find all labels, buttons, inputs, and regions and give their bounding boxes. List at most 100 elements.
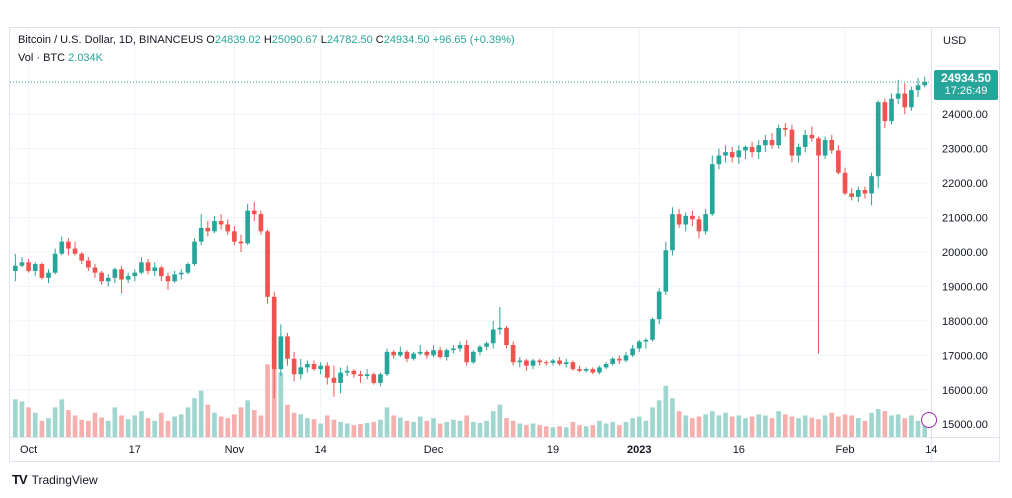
volume-bar — [782, 414, 788, 437]
volume-bar — [736, 415, 742, 437]
currency-label[interactable]: USD — [943, 35, 967, 47]
volume-bar — [397, 417, 403, 437]
volume-bar — [298, 414, 304, 437]
volume-bar — [470, 421, 476, 437]
candle-body — [86, 260, 91, 268]
volume-bar — [205, 404, 211, 437]
time-axis-label: Nov — [225, 444, 245, 456]
candle-body — [763, 140, 768, 146]
volume-bar — [756, 414, 762, 437]
high-label: H — [263, 34, 272, 46]
candle-body — [683, 215, 689, 225]
volume-bar — [437, 423, 443, 437]
symbol-name[interactable]: Bitcoin / U.S. Dollar, 1D, BINANCEUS — [18, 34, 204, 46]
volume-bar — [836, 416, 841, 437]
brand-name: TradingView — [31, 472, 98, 487]
candle-body — [862, 190, 868, 194]
volume-bar — [305, 418, 310, 437]
candle-body — [165, 276, 171, 282]
candle-body — [690, 215, 695, 220]
candle-body — [816, 138, 821, 156]
candle-body — [251, 210, 257, 215]
candle-body — [152, 267, 158, 271]
volume-bar — [497, 404, 503, 437]
candle-body — [670, 214, 675, 251]
candle-body — [597, 367, 602, 373]
candle-body — [258, 214, 264, 232]
volume-bar — [212, 412, 217, 437]
candle-body — [384, 351, 390, 375]
volume-bar — [743, 418, 748, 437]
volume-bar — [86, 420, 91, 437]
candle-body — [139, 262, 144, 273]
candle-body — [849, 193, 854, 197]
volume-bar — [291, 412, 297, 437]
volume-bar — [384, 407, 390, 437]
candle-body — [444, 350, 450, 358]
candle-body — [696, 219, 702, 232]
candle-body — [557, 360, 562, 364]
low-label: L — [320, 34, 327, 46]
candle-body — [550, 360, 556, 363]
candle-body — [178, 272, 184, 275]
volume-bar — [417, 416, 423, 437]
tradingview-brand[interactable]: TV TradingView — [12, 472, 98, 487]
candle-body — [324, 365, 330, 378]
candle-body — [72, 248, 78, 254]
volume-bar — [597, 420, 602, 437]
volume-bar — [895, 414, 901, 437]
volume-bar — [59, 399, 65, 437]
volume-bar — [776, 411, 781, 437]
candle-body — [603, 363, 609, 368]
volume-bar — [26, 407, 31, 437]
volume-bar — [603, 423, 609, 437]
candle-body — [889, 98, 894, 122]
candle-body — [822, 140, 828, 156]
volume-bar — [32, 412, 38, 437]
price-axis-label: 16000.00 — [942, 385, 988, 397]
legend-volume-row: Vol · BTC 2.034K — [18, 52, 103, 64]
candle-body — [278, 336, 284, 370]
candle-body — [331, 377, 337, 383]
volume-bar — [530, 423, 536, 437]
candle-body — [39, 264, 45, 278]
volume-bar — [676, 411, 682, 437]
tradingview-logo: TV — [12, 472, 28, 487]
candle-body — [59, 241, 65, 254]
candle-body — [882, 102, 888, 122]
candle-body — [411, 353, 416, 359]
candle-body — [145, 262, 151, 271]
volume-bar — [796, 418, 801, 437]
candle-body — [79, 253, 85, 261]
volume-bar — [431, 418, 436, 437]
volume-bar — [12, 399, 18, 437]
volume-bar — [690, 418, 695, 437]
candle-body — [836, 150, 841, 173]
volume-bar — [318, 423, 323, 437]
time-axis-label: Oct — [20, 444, 37, 456]
volume-bar — [444, 421, 450, 437]
volume-bar — [902, 418, 908, 437]
candle-body — [869, 176, 874, 194]
volume-bar — [816, 419, 821, 437]
volume-bar — [119, 415, 124, 437]
candle-body — [723, 152, 728, 156]
volume-bar — [484, 420, 489, 437]
candle-body — [570, 362, 576, 370]
candle-body — [457, 345, 463, 349]
volume-bar — [311, 419, 317, 437]
candle-body — [378, 374, 383, 383]
volume-bar — [723, 412, 728, 437]
volume-bar — [66, 410, 71, 437]
volume-bar — [457, 420, 463, 437]
candle-body — [245, 210, 250, 244]
auto-scale-button[interactable] — [921, 412, 937, 428]
candle-body — [749, 146, 755, 153]
volume-bar — [404, 420, 410, 437]
volume-bar — [178, 414, 184, 437]
volume-label[interactable]: Vol · BTC — [18, 52, 66, 64]
candle-body — [530, 360, 536, 366]
volume-bar — [52, 407, 58, 437]
time-axis-label: Feb — [836, 444, 855, 456]
